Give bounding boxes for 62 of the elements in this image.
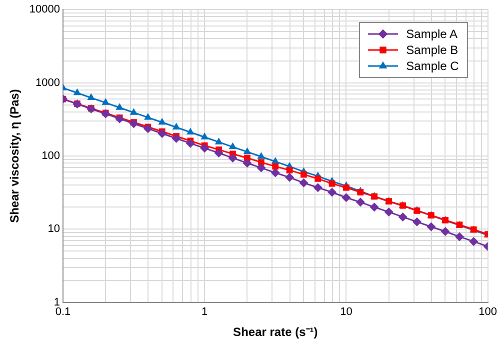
point	[357, 189, 364, 196]
point	[144, 112, 152, 120]
y-tick-label: 1000	[36, 76, 60, 89]
point	[328, 188, 337, 197]
point	[469, 236, 478, 246]
x-tick-label: 10	[340, 306, 352, 318]
point	[172, 134, 181, 143]
point	[272, 163, 279, 170]
point	[343, 184, 350, 191]
point	[228, 142, 237, 150]
point	[426, 222, 436, 232]
point	[412, 217, 422, 226]
point	[342, 193, 351, 202]
point	[270, 168, 280, 178]
legend-label: Sample C	[406, 58, 459, 73]
y-tick-label: 1	[54, 296, 60, 308]
x-tick-label: 1	[202, 306, 208, 318]
point	[87, 93, 96, 100]
point	[129, 119, 138, 128]
point	[356, 198, 365, 207]
point	[300, 171, 307, 178]
point	[384, 207, 394, 216]
legend-label: Sample B	[406, 42, 458, 57]
y-tick-label: 10000	[29, 4, 60, 16]
point	[314, 175, 322, 182]
point	[243, 147, 252, 154]
y-tick-label: 10	[48, 223, 60, 236]
point	[256, 163, 266, 172]
point	[242, 158, 252, 168]
point	[285, 172, 294, 182]
point	[186, 128, 194, 135]
point	[200, 144, 210, 153]
y-axis-title: Shear viscosity, η (Pas)	[8, 89, 22, 223]
x-tick-label: 100	[478, 306, 498, 318]
point	[271, 157, 280, 164]
x-axis-title: Shear rate (s⁻¹)	[233, 325, 318, 340]
x-tick-label: 0.1	[55, 306, 71, 318]
point	[172, 122, 180, 130]
point	[299, 178, 308, 188]
point	[214, 148, 224, 158]
y-tick-label: 100	[42, 150, 60, 162]
point	[116, 103, 124, 110]
point	[186, 138, 195, 148]
legend-label: Sample A	[406, 26, 458, 41]
point	[130, 108, 138, 115]
point	[73, 88, 82, 96]
point	[102, 98, 110, 105]
point	[313, 183, 322, 192]
point	[228, 153, 238, 162]
point	[286, 167, 293, 174]
point	[214, 138, 223, 144]
point	[440, 227, 450, 236]
point	[200, 132, 208, 140]
point	[158, 128, 167, 138]
point	[257, 152, 266, 159]
point	[115, 114, 124, 124]
point	[455, 232, 464, 242]
point	[398, 212, 408, 222]
point	[158, 118, 166, 125]
point	[370, 202, 379, 212]
point	[143, 124, 152, 134]
point	[328, 180, 336, 187]
